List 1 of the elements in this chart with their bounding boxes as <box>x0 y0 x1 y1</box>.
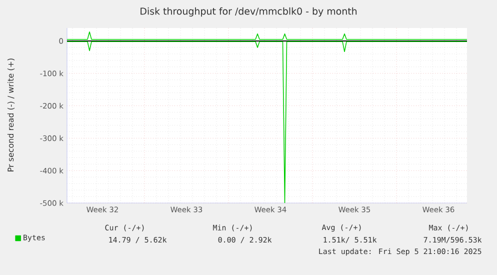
chart-title: Disk throughput for /dev/mmcblk0 - by month <box>140 7 357 17</box>
